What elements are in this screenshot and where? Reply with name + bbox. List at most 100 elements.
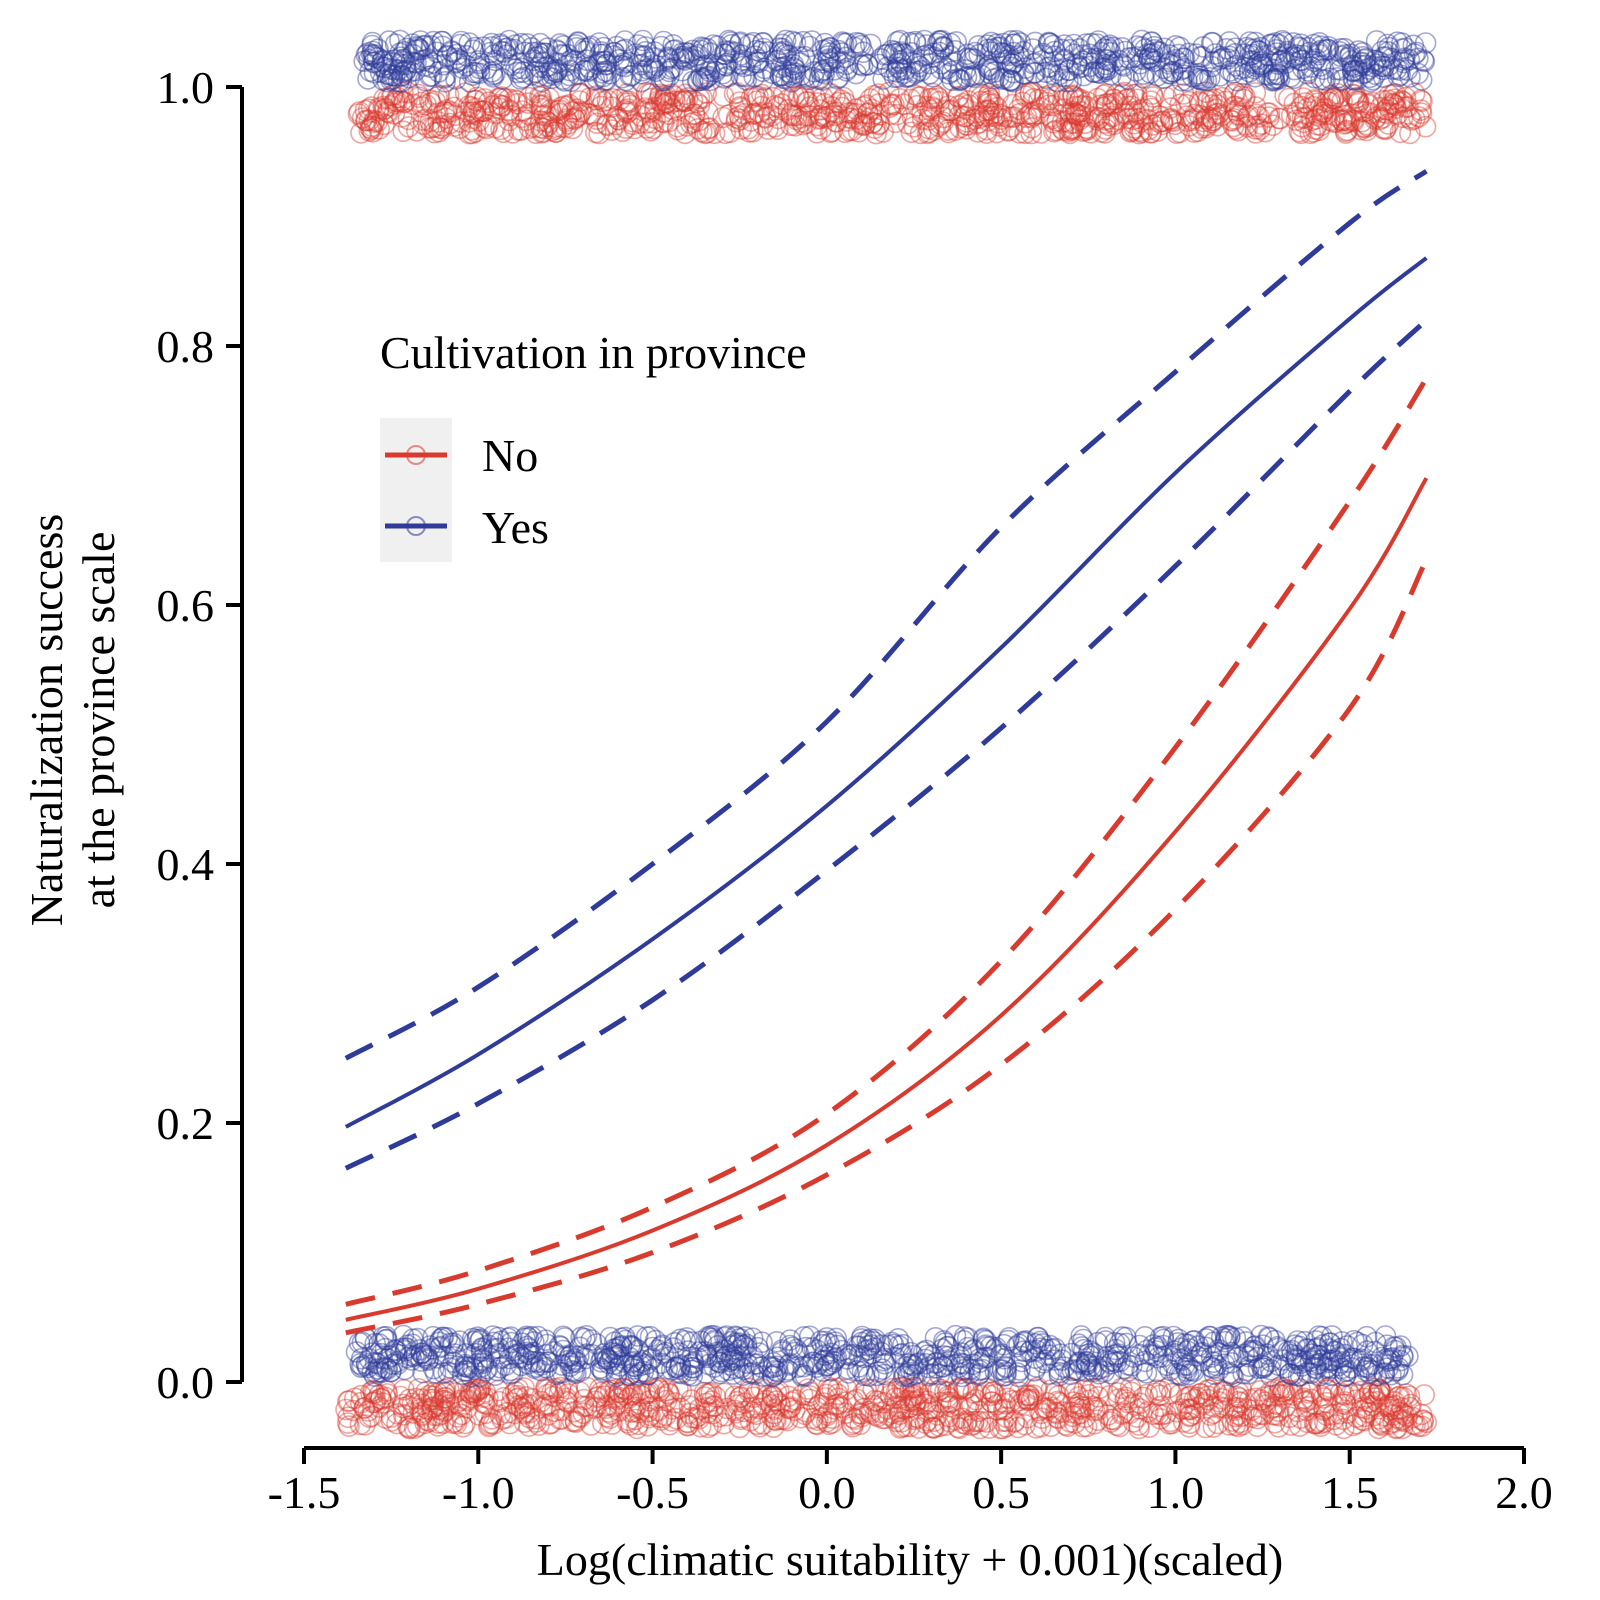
data-point	[1071, 56, 1093, 78]
data-point	[397, 1395, 419, 1418]
data-point	[794, 65, 817, 88]
data-point	[876, 1381, 899, 1403]
data-point	[457, 1388, 479, 1411]
data-point	[996, 106, 1019, 129]
data-point	[1072, 105, 1094, 128]
data-point	[765, 1382, 788, 1404]
data-point	[1200, 31, 1223, 54]
data-point	[868, 53, 890, 76]
data-point	[1075, 1415, 1098, 1438]
data-point	[1332, 69, 1355, 91]
data-point	[738, 1377, 761, 1400]
data-point	[1224, 1405, 1247, 1428]
data-point	[1149, 1408, 1172, 1430]
data-point	[454, 1412, 476, 1435]
data-point	[834, 1391, 857, 1413]
data-point	[1306, 113, 1328, 136]
data-point	[730, 65, 752, 87]
data-point	[1227, 1415, 1250, 1438]
data-point	[1250, 1389, 1272, 1411]
data-point	[850, 1403, 873, 1425]
data-point	[1341, 83, 1363, 106]
data-point	[630, 54, 653, 76]
data-point	[908, 1417, 930, 1439]
data-point	[416, 1398, 439, 1420]
data-point	[702, 1395, 725, 1417]
data-point	[940, 99, 962, 121]
data-point	[1218, 45, 1241, 68]
data-point	[643, 1378, 666, 1401]
data-point	[921, 96, 944, 118]
data-point	[588, 32, 611, 54]
data-point	[1330, 109, 1353, 131]
data-point	[397, 108, 420, 131]
data-point	[899, 1396, 922, 1418]
data-point	[1306, 104, 1329, 127]
data-point	[1212, 47, 1234, 70]
data-point	[386, 86, 409, 109]
data-point	[965, 105, 987, 127]
data-point	[568, 1381, 591, 1403]
data-point	[830, 1396, 853, 1418]
data-point	[960, 1393, 983, 1416]
data-point	[639, 120, 662, 142]
data-point	[774, 55, 797, 78]
data-point	[596, 89, 619, 112]
data-point	[1262, 114, 1284, 136]
data-point	[501, 1384, 524, 1406]
data-point	[586, 112, 608, 135]
data-point	[837, 102, 860, 124]
data-point	[1355, 119, 1378, 142]
data-point	[584, 121, 607, 144]
data-point	[955, 114, 977, 136]
data-point	[1271, 1377, 1294, 1400]
data-point	[1310, 35, 1332, 58]
data-point	[1081, 1377, 1103, 1400]
data-point	[1190, 117, 1212, 139]
data-point	[1206, 94, 1229, 116]
data-point	[777, 98, 799, 121]
data-point	[1359, 1382, 1381, 1405]
data-point	[525, 122, 547, 145]
data-point	[616, 83, 638, 105]
data-point	[664, 1392, 686, 1414]
data-point	[1094, 112, 1116, 134]
data-point	[674, 122, 696, 145]
data-point	[472, 100, 495, 122]
data-point	[596, 114, 619, 137]
data-point	[428, 1398, 451, 1420]
data-point	[976, 34, 999, 57]
data-point	[1362, 1383, 1384, 1406]
data-point	[495, 1407, 517, 1429]
data-point	[1365, 30, 1388, 52]
data-point	[1176, 1386, 1198, 1409]
data-point	[819, 51, 842, 74]
data-point	[637, 83, 660, 105]
data-point	[1274, 1396, 1296, 1418]
data-point	[797, 1378, 819, 1400]
data-point	[866, 1405, 889, 1428]
data-point	[1323, 88, 1345, 110]
data-point	[511, 106, 533, 129]
data-point	[1410, 1403, 1433, 1426]
data-point	[1375, 98, 1398, 121]
data-point	[1096, 93, 1118, 115]
data-point	[1083, 61, 1105, 83]
data-point	[985, 121, 1008, 144]
data-point	[398, 67, 421, 89]
data-point	[1126, 46, 1148, 68]
data-point	[884, 1387, 907, 1409]
data-point	[1208, 1391, 1230, 1413]
points-no-failure	[335, 1376, 1437, 1440]
data-point	[842, 1390, 865, 1412]
data-point	[1331, 1393, 1354, 1415]
data-point	[1111, 1377, 1133, 1400]
data-point	[769, 1395, 792, 1417]
data-point	[558, 93, 581, 116]
data-point	[768, 1393, 791, 1415]
data-point	[667, 119, 689, 141]
data-point	[716, 52, 739, 75]
data-point	[1030, 122, 1052, 144]
data-point	[374, 1407, 397, 1429]
data-point	[1025, 1417, 1047, 1439]
